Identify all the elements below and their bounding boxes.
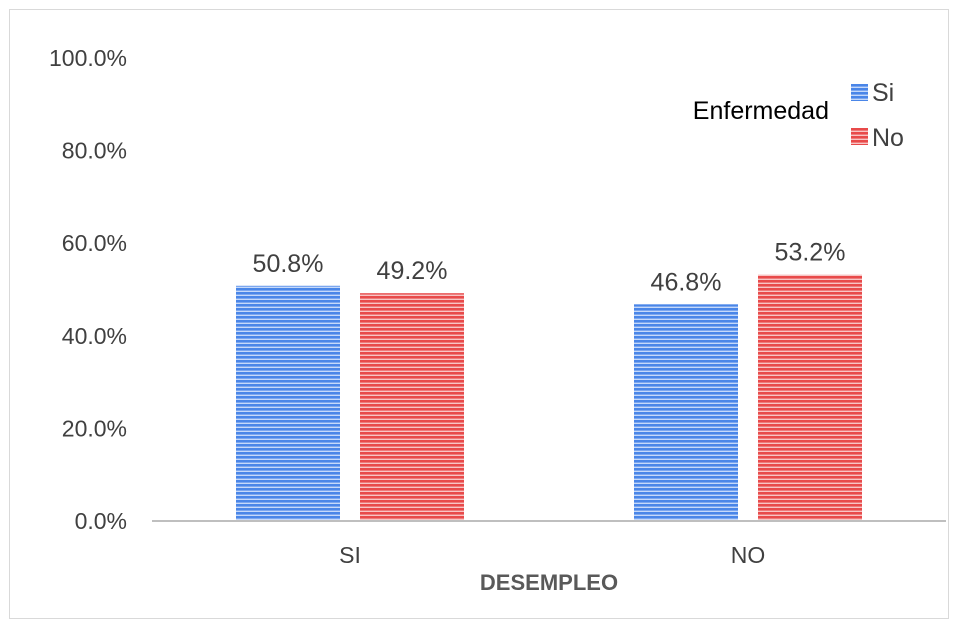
x-axis-categories: SI NO (339, 542, 765, 568)
y-tick-label: 100.0% (49, 45, 127, 71)
legend-swatch-no (851, 128, 868, 145)
bar-no-no (758, 274, 862, 521)
x-category-label: NO (731, 542, 766, 568)
bar-si-no (634, 304, 738, 521)
y-tick-label: 80.0% (62, 138, 127, 164)
x-axis-title: DESEMPLEO (480, 570, 618, 595)
bars (236, 274, 862, 521)
y-tick-label: 0.0% (75, 508, 127, 534)
bar-no-si (360, 293, 464, 521)
data-label: 49.2% (377, 257, 448, 285)
y-tick-label: 20.0% (62, 415, 127, 441)
data-label: 46.8% (651, 268, 722, 296)
bar-si-si (236, 285, 340, 521)
x-category-label: SI (339, 542, 361, 568)
data-label: 53.2% (775, 239, 846, 267)
data-labels: 50.8% 46.8% 49.2% 53.2% (253, 239, 846, 297)
legend-label-si: Si (872, 79, 894, 107)
data-label: 50.8% (253, 250, 324, 278)
legend-title: Enfermedad (693, 97, 829, 125)
y-axis-ticks: 0.0% 20.0% 40.0% 60.0% 80.0% 100.0% (49, 45, 127, 534)
legend-swatch-si (851, 84, 868, 101)
y-tick-label: 40.0% (62, 323, 127, 349)
legend-label-no: No (872, 124, 904, 152)
legend: Enfermedad Si No (693, 79, 904, 152)
y-tick-label: 60.0% (62, 230, 127, 256)
